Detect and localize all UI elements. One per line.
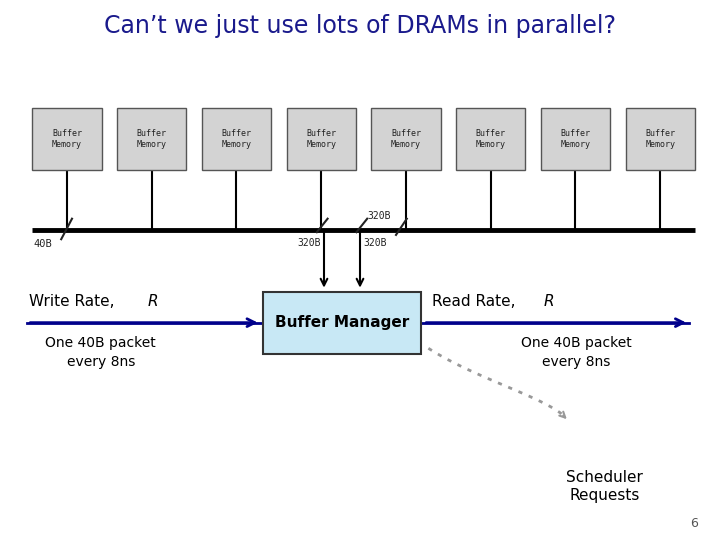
Bar <box>456 108 526 170</box>
Text: One 40B packet
every 8ns: One 40B packet every 8ns <box>45 336 156 369</box>
Text: Buffer
Memory: Buffer Memory <box>52 129 82 149</box>
Bar <box>263 292 421 354</box>
Bar <box>372 108 441 170</box>
Text: Buffer
Memory: Buffer Memory <box>476 129 505 149</box>
Text: Buffer
Memory: Buffer Memory <box>560 129 590 149</box>
Text: Buffer
Memory: Buffer Memory <box>137 129 167 149</box>
Text: Buffer
Memory: Buffer Memory <box>391 129 421 149</box>
Text: R: R <box>148 294 158 309</box>
Text: Buffer
Memory: Buffer Memory <box>306 129 336 149</box>
Text: 320B: 320B <box>367 211 391 221</box>
Text: One 40B packet
every 8ns: One 40B packet every 8ns <box>521 336 631 369</box>
Text: Read Rate,: Read Rate, <box>432 294 521 309</box>
Text: 40B: 40B <box>34 239 53 249</box>
Bar <box>117 108 186 170</box>
Text: Scheduler
Requests: Scheduler Requests <box>567 470 643 503</box>
Bar <box>626 108 695 170</box>
Text: Write Rate,: Write Rate, <box>29 294 120 309</box>
Text: R: R <box>544 294 554 309</box>
Text: Buffer Manager: Buffer Manager <box>275 315 409 330</box>
Text: 6: 6 <box>690 517 698 530</box>
Bar <box>287 108 356 170</box>
Text: Can’t we just use lots of DRAMs in parallel?: Can’t we just use lots of DRAMs in paral… <box>104 14 616 37</box>
Bar <box>32 108 102 170</box>
Text: Buffer
Memory: Buffer Memory <box>222 129 251 149</box>
Text: 320B: 320B <box>364 238 387 248</box>
Bar <box>202 108 271 170</box>
Bar <box>541 108 610 170</box>
Text: Buffer
Memory: Buffer Memory <box>645 129 675 149</box>
Text: 320B: 320B <box>297 238 320 248</box>
